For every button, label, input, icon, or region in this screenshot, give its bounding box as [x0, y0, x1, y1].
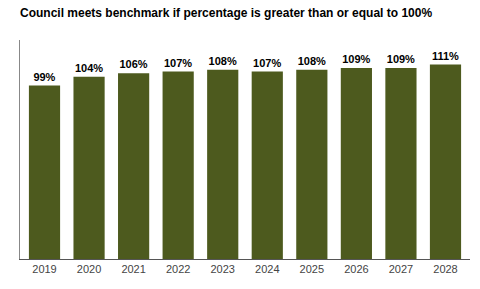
svg-text:2019: 2019	[32, 263, 56, 275]
svg-text:109%: 109%	[387, 53, 415, 65]
svg-text:107%: 107%	[253, 57, 281, 69]
svg-text:104%: 104%	[75, 62, 103, 74]
svg-text:108%: 108%	[209, 55, 237, 67]
svg-text:111%: 111%	[432, 50, 459, 62]
svg-text:2025: 2025	[300, 263, 324, 275]
svg-text:108%: 108%	[298, 55, 326, 67]
svg-text:Council meets benchmark if per: Council meets benchmark if percentage is…	[20, 6, 432, 20]
svg-text:2028: 2028	[433, 263, 457, 275]
svg-text:2026: 2026	[344, 263, 368, 275]
svg-text:2027: 2027	[389, 263, 413, 275]
svg-text:109%: 109%	[342, 53, 370, 65]
svg-text:99%: 99%	[33, 71, 55, 83]
svg-text:2024: 2024	[255, 263, 279, 275]
svg-text:2020: 2020	[77, 263, 101, 275]
svg-text:2022: 2022	[166, 263, 190, 275]
svg-text:107%: 107%	[164, 57, 192, 69]
svg-text:106%: 106%	[119, 58, 147, 70]
svg-text:2023: 2023	[210, 263, 234, 275]
svg-text:2021: 2021	[121, 263, 145, 275]
